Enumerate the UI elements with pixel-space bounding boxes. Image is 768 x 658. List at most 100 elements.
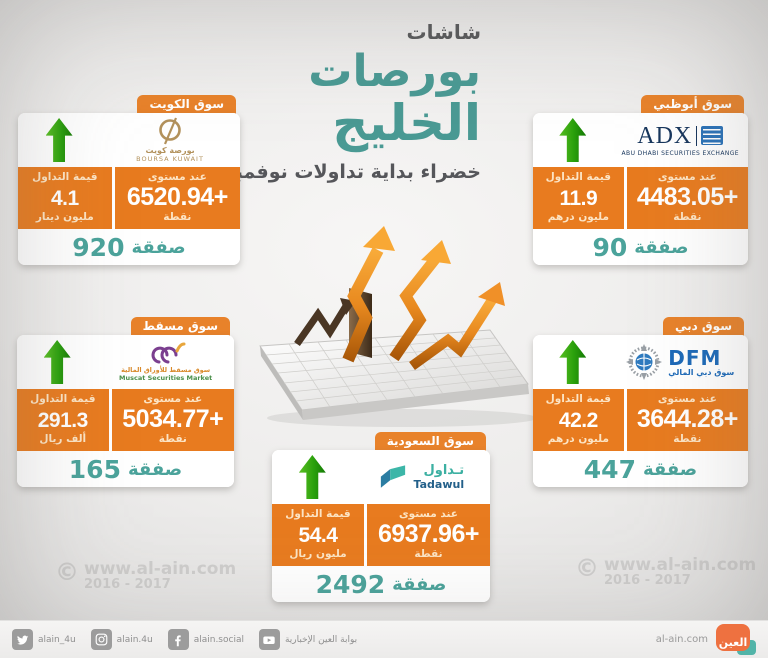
adx-divider	[696, 125, 698, 146]
logo-name: سوق مسقط للأوراق المالية	[121, 366, 211, 374]
up-arrow-icon	[559, 340, 587, 384]
logo-name: DFM	[668, 345, 722, 370]
deals-row: 165 صفقة	[17, 451, 234, 487]
market-card-kuwait: سوق الكويت بورصة كويت BOURSA KUWAIT	[18, 95, 240, 265]
index-value: 6937.96+	[378, 520, 479, 548]
footer-bar: alain_4u alain.4u alain.social بوابة الع…	[0, 620, 768, 658]
title-subtitle: خضراء بداية تداولات نوفمبر	[223, 161, 481, 183]
trade-value: 4.1	[50, 187, 79, 210]
trade-unit: مليون ريال	[289, 548, 347, 560]
at-level-label: عند مستوى	[657, 393, 717, 405]
trade-unit: مليون درهم	[547, 433, 609, 445]
deals-count: 90	[592, 232, 628, 262]
facebook-icon	[167, 629, 189, 650]
index-cell: عند مستوى 6937.96+ نقطة	[366, 504, 490, 566]
trade-value-label: قيمة التداول	[30, 393, 96, 405]
trade-value-cell: قيمة التداول 4.1 مليون دينار	[18, 167, 112, 229]
deals-count: 447	[583, 454, 636, 484]
deals-word: صفقة	[131, 236, 186, 258]
trade-value-label: قيمة التداول	[545, 393, 612, 405]
deals-count: 2492	[315, 569, 386, 599]
youtube-link[interactable]: بوابة العين الإخبارية	[258, 629, 358, 650]
logo-name: ADX	[637, 122, 693, 149]
market-tab-saudi: سوق السعودية	[374, 432, 486, 451]
deals-word: صفقة	[634, 236, 689, 258]
logo-name: بورصة كويت	[145, 146, 195, 155]
market-card-muscat: سوق مسقط سوق مسقط للأوراق المالية Muscat…	[17, 317, 234, 487]
watermark-years: 2016 - 2017	[84, 577, 171, 592]
facebook-link[interactable]: alain.social	[167, 629, 244, 650]
trade-unit: ألف ريال	[39, 433, 87, 445]
index-value: 4483.05+	[636, 183, 738, 211]
facebook-handle: alain.social	[193, 634, 244, 645]
logo-name: تـداول	[423, 463, 465, 478]
youtube-icon	[258, 629, 280, 650]
market-panel: تـداول Tadawul عند مستوى 6937.96+ نقطة ق…	[272, 450, 490, 602]
logo-caption: Tadawul	[413, 478, 465, 491]
instagram-icon	[90, 629, 112, 650]
watermark-years: 2016 - 2017	[604, 573, 691, 588]
title-line2: الخليج	[332, 94, 481, 152]
index-value: 5034.77+	[122, 405, 224, 433]
trade-value: 11.9	[559, 187, 598, 210]
index-cell: عند مستوى 4483.05+ نقطة	[626, 167, 748, 229]
up-arrow-icon	[43, 340, 71, 384]
deals-row: 90 صفقة	[533, 229, 748, 265]
up-arrow-icon	[45, 118, 73, 162]
trade-value-cell: قيمة التداول 291.3 ألف ريال	[17, 389, 109, 451]
twitter-link[interactable]: alain_4u	[12, 629, 76, 650]
market-tab-kuwait: سوق الكويت	[137, 95, 236, 114]
trade-value-label: قيمة التداول	[545, 171, 612, 183]
watermark-site: www.al-ain.com	[84, 559, 237, 579]
trade-unit: مليون دينار	[35, 211, 94, 223]
deals-row: 447 صفقة	[533, 451, 748, 487]
twitter-icon	[12, 629, 33, 650]
points-label: نقطة	[158, 433, 187, 445]
alain-logo-wordmark: العين	[716, 624, 750, 651]
copyright-symbol: ©	[55, 558, 79, 586]
dfm-logo: DFM سوق دبي المالي	[613, 344, 748, 380]
watermark-site: www.al-ain.com	[604, 555, 757, 575]
trade-unit: مليون درهم	[547, 211, 609, 223]
logo-caption: سوق دبي المالي	[668, 367, 735, 377]
trade-value-label: قيمة التداول	[285, 508, 351, 520]
title-kicker: شاشات	[406, 20, 481, 44]
trade-value-label: قيمة التداول	[32, 171, 98, 183]
market-tab-abudhabi: سوق أبوظبي	[641, 95, 744, 114]
dfm-emblem	[626, 344, 663, 380]
deals-count: 920	[72, 232, 125, 262]
index-value: 6520.94+	[126, 183, 228, 211]
msm-emblem	[151, 342, 186, 364]
instagram-link[interactable]: alain.4u	[90, 629, 153, 650]
watermark-right: © www.al-ain.com 2016 - 2017	[575, 556, 756, 588]
market-panel: DFM سوق دبي المالي عند مستوى 3644.28+ نق…	[533, 335, 748, 487]
trade-value: 54.4	[298, 524, 338, 547]
index-value: 3644.28+	[636, 405, 738, 433]
msm-logo: سوق مسقط للأوراق المالية Muscat Securiti…	[97, 342, 234, 382]
market-panel: بورصة كويت BOURSA KUWAIT عند مستوى 6520.…	[18, 113, 240, 265]
market-panel: ADX ABU DHABI SECURITIES EXCHANGE عند مس…	[533, 113, 748, 265]
tadawul-mark	[380, 464, 405, 488]
twitter-handle: alain_4u	[38, 634, 76, 645]
trade-value-cell: قيمة التداول 54.4 مليون ريال	[272, 504, 364, 566]
at-level-label: عند مستوى	[399, 508, 458, 520]
instagram-handle: alain.4u	[116, 634, 153, 645]
trade-value: 291.3	[37, 409, 89, 432]
tadawul-logo: تـداول Tadawul	[353, 463, 490, 491]
index-cell: عند مستوى 6520.94+ نقطة	[114, 167, 240, 229]
deals-row: 2492 صفقة	[272, 566, 490, 602]
trade-value-cell: قيمة التداول 11.9 مليون درهم	[533, 167, 624, 229]
market-card-dubai: سوق دبي DFM سوق دبي ال	[533, 317, 748, 487]
deals-row: 920 صفقة	[18, 229, 240, 265]
copyright-symbol: ©	[575, 554, 599, 582]
points-label: نقطة	[673, 211, 702, 223]
logo-caption: ABU DHABI SECURITIES EXCHANGE	[621, 149, 739, 157]
boursa-kuwait-emblem	[159, 117, 181, 145]
market-card-abudhabi: سوق أبوظبي ADX ABU DHABI SECURITIES EXCH…	[533, 95, 748, 265]
site-url[interactable]: al-ain.com	[655, 634, 708, 645]
boursa-kuwait-logo: بورصة كويت BOURSA KUWAIT	[100, 117, 240, 163]
youtube-handle: بوابة العين الإخبارية	[284, 634, 358, 645]
deals-count: 165	[68, 454, 121, 484]
index-cell: عند مستوى 3644.28+ نقطة	[626, 389, 748, 451]
